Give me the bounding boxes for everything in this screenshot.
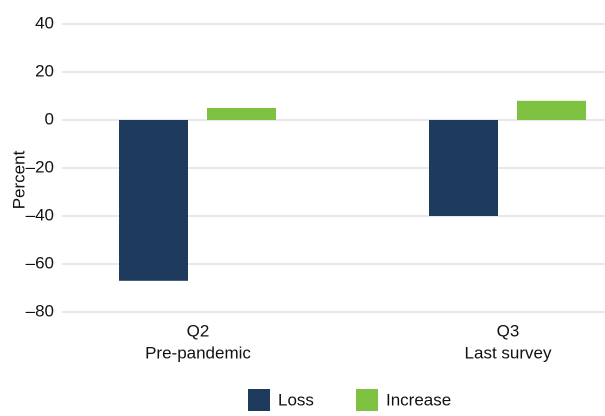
y-tick-label: 40 (35, 13, 54, 32)
legend-label: Increase (386, 390, 451, 409)
bar (119, 120, 188, 281)
y-tick-label: –20 (26, 157, 54, 176)
bar (429, 120, 498, 216)
x-tick-label: Last survey (465, 343, 552, 362)
legend-swatch (356, 389, 378, 411)
legend-swatch (248, 389, 270, 411)
y-axis-label: Percent (9, 150, 28, 209)
x-tick-label: Q3 (497, 321, 520, 340)
y-tick-label: –60 (26, 253, 54, 272)
y-tick-label: 20 (35, 61, 54, 80)
x-tick-label: Q2 (187, 321, 210, 340)
y-tick-label: –80 (26, 301, 54, 320)
y-tick-label: –40 (26, 205, 54, 224)
bar (207, 108, 276, 120)
x-tick-label: Pre-pandemic (145, 343, 251, 362)
bar (517, 100, 586, 120)
legend-label: Loss (278, 390, 314, 409)
y-tick-label: 0 (45, 109, 54, 128)
